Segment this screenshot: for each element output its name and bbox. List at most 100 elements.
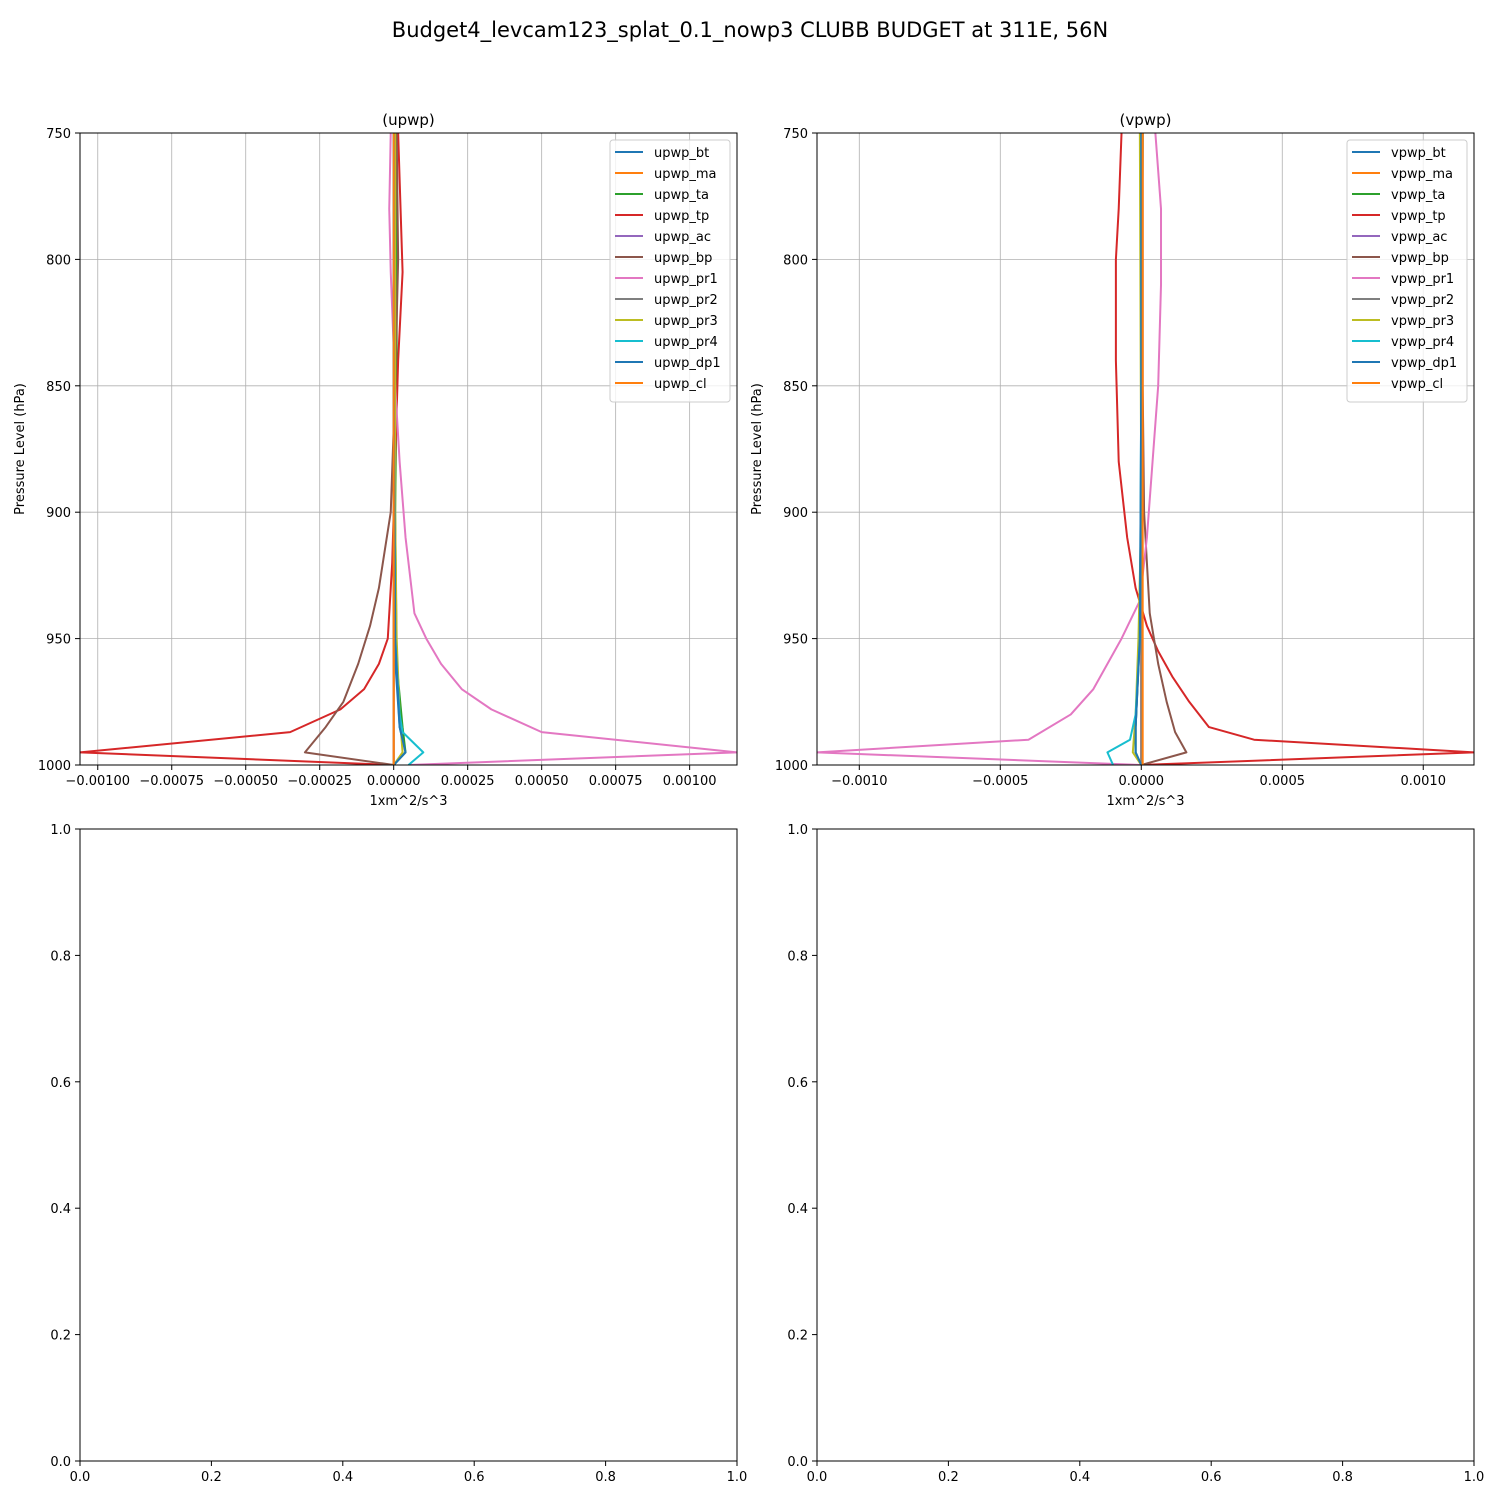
x-tick-label: 0.8: [595, 1470, 616, 1485]
series-group: [80, 133, 737, 765]
legend-label: vpwp_pr1: [1391, 272, 1454, 287]
legend-label: upwp_pr4: [654, 335, 718, 350]
x-axis-label: 1xm^2/s^3: [369, 794, 447, 809]
legend-label: upwp_ac: [654, 230, 711, 245]
x-tick-label: 1.0: [1464, 1470, 1485, 1485]
y-axis: 750 800 850 900 950 1000: [775, 127, 817, 774]
y-tick-label: 950: [783, 633, 808, 648]
y-tick-label: 0.2: [787, 1329, 808, 1344]
subplot-title: (vpwp): [1120, 111, 1172, 129]
legend: upwp_bt upwp_ma upwp_ta upwp_tp upwp_ac upwp_…: [609, 139, 731, 403]
x-axis: −0.0010 −0.0005 0.0000 0.0005 0.0010: [831, 765, 1446, 789]
legend-label: vpwp_dp1: [1391, 356, 1457, 371]
legend-label: upwp_cl: [654, 377, 707, 392]
y-tick-label: 0.2: [50, 1329, 71, 1344]
y-tick-label: 1000: [38, 759, 71, 774]
legend-label: upwp_pr2: [654, 293, 718, 308]
y-tick-label: 0.0: [50, 1455, 71, 1470]
x-tick-label: −0.00050: [213, 774, 278, 789]
axes-frame: [816, 828, 1475, 1462]
subplots: −0.00100 −0.00075 −0.00050 −0.00025 0.00000 0…: [13, 111, 1484, 1485]
x-tick-label: 0.00000: [367, 774, 421, 789]
legend-label: upwp_bt: [654, 146, 709, 161]
subplot-4: 0.0 0.2 0.4 0.6 0.8 1.0 0.0 0.2 0.4 0.6 0.8 1.0: [787, 823, 1484, 1485]
y-tick-label: 0.4: [50, 1202, 71, 1217]
axes-frame: [79, 132, 738, 766]
legend-label: vpwp_cl: [1391, 377, 1443, 392]
y-tick-label: 1.0: [50, 823, 71, 838]
y-tick-label: 0.8: [50, 949, 71, 964]
x-tick-label: 0.0005: [1260, 774, 1306, 789]
legend-label: upwp_pr3: [654, 314, 718, 329]
legend-label: upwp_ma: [654, 167, 717, 182]
subplot-3: 0.0 0.2 0.4 0.6 0.8 1.0 0.0 0.2 0.4 0.6 0.8 1.0: [50, 823, 747, 1485]
x-tick-label: 1.0: [727, 1470, 748, 1485]
x-tick-label: 0.0: [70, 1470, 91, 1485]
x-axis: −0.00100 −0.00075 −0.00050 −0.00025 0.00000 0…: [65, 765, 717, 789]
y-tick-label: 900: [783, 506, 808, 521]
series-line-upwp_pr1: [388, 133, 737, 765]
subplot-2: −0.0010 −0.0005 0.0000 0.0005 0.0010 750 800 85…: [750, 111, 1475, 809]
x-tick-label: 0.8: [1332, 1470, 1353, 1485]
legend-label: vpwp_pr3: [1391, 314, 1454, 329]
x-tick-label: 0.0010: [1400, 774, 1446, 789]
legend-label: vpwp_ta: [1391, 188, 1445, 203]
y-tick-label: 950: [46, 633, 71, 648]
x-tick-label: 0.4: [332, 1470, 353, 1485]
y-axis: 750 800 850 900 950 1000: [38, 127, 80, 774]
axes-frame: [816, 132, 1475, 766]
legend-label: upwp_dp1: [654, 356, 721, 371]
legend: vpwp_bt vpwp_ma vpwp_ta vpwp_tp vpwp_ac vpwp_…: [1346, 139, 1468, 403]
legend-label: vpwp_ac: [1391, 230, 1447, 245]
y-tick-label: 750: [46, 127, 71, 142]
y-tick-label: 850: [46, 380, 71, 395]
legend-box: [1346, 139, 1468, 403]
x-tick-label: 0.4: [1069, 1470, 1090, 1485]
y-axis-label: Pressure Level (hPa): [13, 383, 28, 515]
subplot-title: (upwp): [382, 111, 435, 129]
axes-frame: [79, 828, 738, 1462]
series-line-vpwp_pr1: [817, 133, 1163, 765]
x-tick-label: 0.6: [464, 1470, 485, 1485]
y-tick-label: 0.8: [787, 949, 808, 964]
legend-label: vpwp_bp: [1391, 251, 1449, 266]
x-axis: 0.0 0.2 0.4 0.6 0.8 1.0: [807, 1461, 1485, 1485]
y-axis: 0.0 0.2 0.4 0.6 0.8 1.0: [787, 823, 817, 1470]
legend-label: upwp_ta: [654, 188, 709, 203]
x-tick-label: 0.0000: [1119, 774, 1165, 789]
y-tick-label: 850: [783, 380, 808, 395]
y-tick-label: 0.6: [787, 1076, 808, 1091]
x-tick-label: 0.0: [807, 1470, 828, 1485]
y-tick-label: 900: [46, 506, 71, 521]
y-tick-label: 1000: [775, 759, 808, 774]
legend-label: upwp_pr1: [654, 272, 718, 287]
legend-label: vpwp_ma: [1391, 167, 1453, 182]
series-line-vpwp_tp: [1114, 133, 1474, 765]
y-axis-label: Pressure Level (hPa): [750, 383, 765, 515]
y-tick-label: 0.0: [787, 1455, 808, 1470]
legend-label: vpwp_pr2: [1391, 293, 1454, 308]
x-tick-label: −0.0010: [831, 774, 887, 789]
legend-label: upwp_bp: [654, 251, 712, 266]
subplot-1: −0.00100 −0.00075 −0.00050 −0.00025 0.00000 0…: [13, 111, 738, 809]
legend-label: vpwp_bt: [1391, 146, 1446, 161]
x-tick-label: 0.2: [201, 1470, 222, 1485]
y-tick-label: 800: [783, 253, 808, 268]
y-axis: 0.0 0.2 0.4 0.6 0.8 1.0: [50, 823, 80, 1470]
x-axis-label: 1xm^2/s^3: [1106, 794, 1184, 809]
series-line-vpwp_dp1: [1134, 133, 1143, 765]
x-axis: 0.0 0.2 0.4 0.6 0.8 1.0: [70, 1461, 748, 1485]
x-tick-label: −0.0005: [972, 774, 1028, 789]
legend-label: upwp_tp: [654, 209, 709, 224]
x-tick-label: 0.2: [938, 1470, 959, 1485]
series-group: [817, 133, 1474, 765]
y-tick-label: 0.4: [787, 1202, 808, 1217]
x-tick-label: 0.00050: [515, 774, 569, 789]
x-tick-label: −0.00025: [287, 774, 352, 789]
legend-box: [609, 139, 731, 403]
y-tick-label: 750: [783, 127, 808, 142]
x-tick-label: 0.00025: [441, 774, 495, 789]
figure-title: Budget4_levcam123_splat_0.1_nowp3 CLUBB …: [392, 18, 1108, 43]
